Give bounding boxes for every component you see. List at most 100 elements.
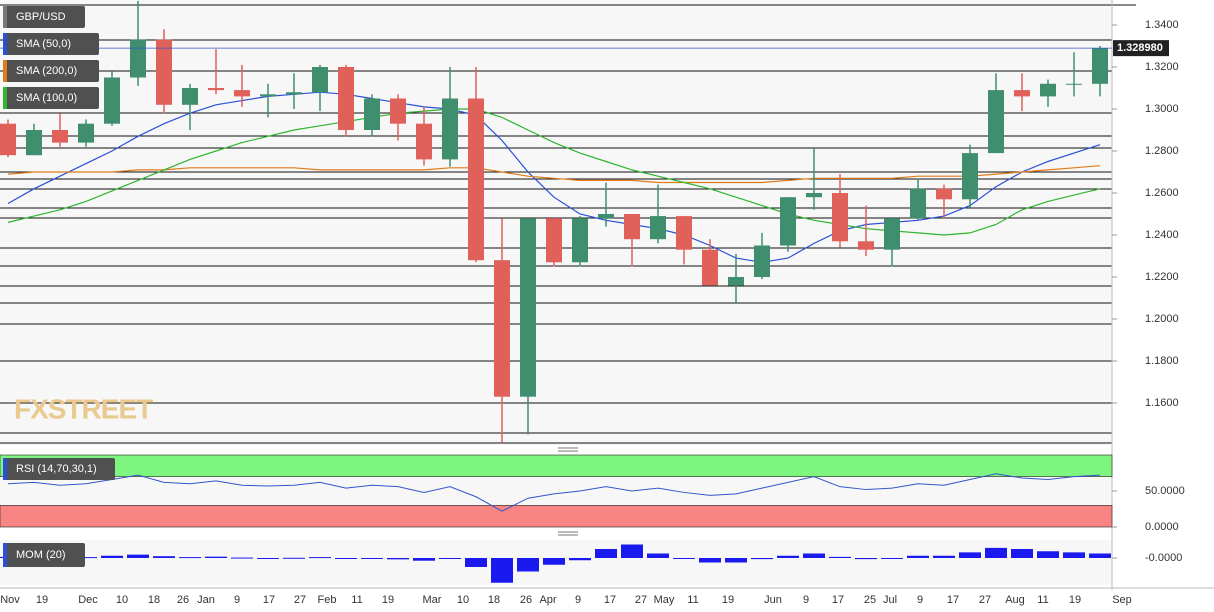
- mom-bar: [283, 557, 305, 559]
- mom-bar: [439, 558, 461, 559]
- legend-swatch: [3, 60, 7, 82]
- candle-body: [546, 218, 562, 263]
- mom-bar: [127, 554, 149, 558]
- x-tick-label: Dec: [78, 594, 98, 606]
- x-tick-label: 17: [263, 594, 275, 606]
- mom-bar: [309, 557, 331, 559]
- candle-body: [78, 123, 94, 143]
- x-tick-label: 11: [687, 594, 698, 606]
- x-tick-label: Sep: [1112, 594, 1132, 606]
- legend-box: [3, 33, 99, 55]
- candle-body: [52, 129, 68, 143]
- mom-bar: [257, 558, 279, 559]
- candle-body: [364, 98, 380, 130]
- candle-body: [702, 249, 718, 286]
- y-tick-label: 1.3200: [1145, 61, 1179, 73]
- mom-bar: [179, 557, 201, 559]
- candle-body: [806, 192, 822, 198]
- legend-label: MOM (20): [16, 549, 66, 561]
- y-tick-label: 50.0000: [1145, 485, 1185, 497]
- candle-body: [234, 90, 250, 97]
- mom-bar: [335, 558, 357, 559]
- mom-bar: [75, 557, 97, 559]
- mom-bar: [543, 558, 565, 565]
- x-tick-label: 17: [604, 594, 616, 606]
- mom-bar: [855, 558, 877, 560]
- mom-bar: [829, 556, 851, 558]
- x-tick-label: 9: [803, 594, 809, 606]
- mom-bar: [673, 558, 695, 559]
- sma-line: [7, 165, 1101, 184]
- legend-box: [3, 87, 99, 109]
- x-tick-label: 10: [457, 594, 469, 606]
- x-tick-label: 9: [234, 594, 240, 606]
- sma-line: [7, 108, 1101, 236]
- mom-bar: [153, 556, 175, 558]
- mom-bar: [465, 558, 487, 567]
- mom-bar: [725, 558, 747, 563]
- x-tick-label: 26: [520, 594, 532, 606]
- mom-bar: [777, 555, 799, 558]
- candle-body: [598, 213, 614, 219]
- mom-bar: [621, 544, 643, 558]
- y-tick-label: 1.3400: [1145, 19, 1179, 31]
- legend-box: [3, 60, 99, 82]
- candle-body: [884, 218, 900, 250]
- legend-box: [3, 6, 85, 28]
- mom-bar: [699, 558, 721, 563]
- candle-body: [26, 129, 42, 156]
- y-tick-label: 1.2200: [1145, 271, 1179, 283]
- x-tick-label: 10: [116, 594, 128, 606]
- mom-bar: [933, 555, 955, 558]
- x-tick-label: 11: [351, 594, 362, 606]
- candle-body: [468, 98, 484, 261]
- legend-swatch: [3, 6, 7, 28]
- watermark: FXSTREET: [14, 393, 153, 424]
- legend-label: RSI (14,70,30,1): [16, 463, 97, 475]
- x-tick-label: 25: [864, 594, 876, 606]
- x-tick-label: 9: [917, 594, 923, 606]
- candle-body: [416, 123, 432, 160]
- candle-body: [962, 153, 978, 200]
- rsi-band: [0, 454, 1113, 477]
- legend-swatch: [3, 458, 7, 480]
- legend-label: GBP/USD: [16, 11, 66, 23]
- candle-body: [754, 245, 770, 277]
- candle-body: [650, 216, 666, 240]
- mom-bar: [413, 558, 435, 561]
- mom-bar: [491, 558, 513, 583]
- y-tick-label: 0.0000: [1145, 521, 1179, 533]
- mom-bar: [361, 558, 383, 559]
- y-tick-label: 1.1600: [1145, 397, 1179, 409]
- x-tick-label: May: [654, 594, 675, 606]
- candle-body: [910, 188, 926, 219]
- legend-box: [3, 458, 115, 480]
- x-tick-label: 17: [947, 594, 959, 606]
- legend-label: SMA (100,0): [16, 92, 77, 104]
- x-tick-label: Apr: [539, 594, 556, 606]
- candle-body: [572, 218, 588, 263]
- mom-bar: [205, 556, 227, 558]
- x-tick-label: Nov: [0, 594, 20, 606]
- x-tick-label: 26: [177, 594, 189, 606]
- rsi-band: [0, 505, 1113, 528]
- candle-body: [520, 218, 536, 397]
- y-tick-label: 1.3000: [1145, 103, 1179, 115]
- candle-body: [0, 123, 16, 156]
- candle-body: [260, 94, 276, 97]
- y-tick-label: 1.2600: [1145, 187, 1179, 199]
- y-tick-label: -0.0000: [1145, 552, 1182, 564]
- y-tick-label: 1.2000: [1145, 313, 1179, 325]
- x-tick-label: 17: [832, 594, 844, 606]
- x-tick-label: 19: [36, 594, 48, 606]
- mom-bar: [101, 555, 123, 558]
- candle-body: [182, 87, 198, 105]
- x-tick-label: Jan: [197, 594, 215, 606]
- mom-bar: [595, 549, 617, 558]
- mom-bar: [231, 557, 253, 559]
- x-tick-label: 19: [382, 594, 394, 606]
- candle-body: [1066, 83, 1082, 85]
- x-tick-label: Feb: [318, 594, 337, 606]
- legend-swatch: [3, 543, 7, 567]
